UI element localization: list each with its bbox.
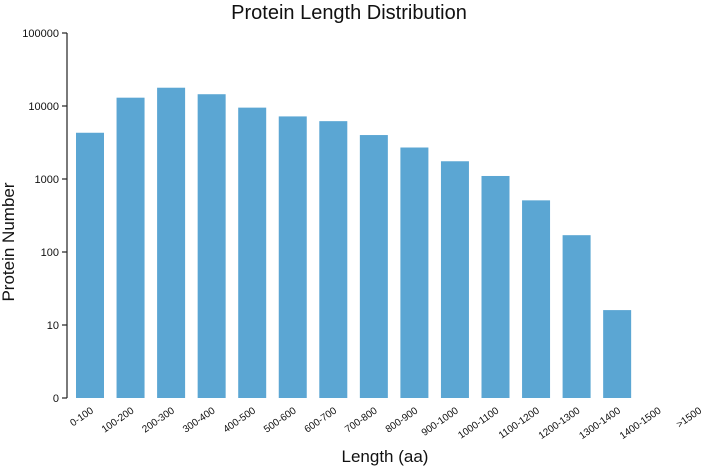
- x-tick-label: 500-600: [262, 405, 299, 435]
- bar-1000-1100: [481, 175, 510, 398]
- x-tick-label: 200-300: [140, 405, 177, 435]
- x-tick-label: 400-500: [222, 405, 259, 435]
- bar-300-400: [197, 94, 226, 398]
- x-tick-label: 800-900: [384, 405, 421, 435]
- y-tick-label: 1000: [35, 174, 59, 186]
- bar-400-500: [238, 107, 267, 399]
- x-tick-label: 1400-1500: [618, 405, 664, 442]
- y-tick-label: 0: [53, 393, 59, 405]
- y-tick-label: 100: [41, 247, 59, 259]
- x-tick-label: 1300-1400: [577, 405, 623, 442]
- x-tick-label: 0-100: [68, 405, 96, 429]
- x-tick-label: 100-200: [100, 405, 137, 435]
- bar-1300-1400: [603, 310, 632, 398]
- x-tick-label: 1200-1300: [537, 405, 583, 442]
- y-axis-ticks: 0 10 100 1000 10000 100000: [22, 28, 67, 405]
- bar-1200-1300: [562, 235, 591, 398]
- x-tick-label: 900-1000: [420, 405, 461, 439]
- x-axis-label: Length (aa): [342, 447, 429, 466]
- x-tick-label: >1500: [675, 405, 705, 430]
- x-axis-ticks: 0-100 100-200 200-300 300-400 400-500 500-600…: [68, 405, 704, 442]
- y-tick-label: 10000: [28, 101, 59, 113]
- bar-1100-1200: [522, 200, 551, 398]
- x-tick-label: 700-800: [343, 405, 380, 435]
- bar-900-1000: [440, 161, 469, 398]
- x-tick-label: 1100-1200: [497, 405, 542, 441]
- bar-600-700: [319, 121, 348, 399]
- bar-100-200: [116, 97, 145, 399]
- x-tick-label: 1000-1100: [456, 405, 501, 441]
- bar-800-900: [400, 147, 429, 398]
- bar-series: [76, 87, 632, 399]
- x-tick-label: 300-400: [181, 405, 218, 435]
- chart-title: Protein Length Distribution: [231, 2, 467, 24]
- bar-700-800: [359, 135, 388, 398]
- bar-200-300: [157, 87, 186, 399]
- bar-0-100: [76, 132, 104, 398]
- bar-500-600: [278, 116, 307, 398]
- y-tick-label: 10: [47, 320, 59, 332]
- y-tick-label: 100000: [22, 28, 59, 40]
- y-axis-label: Protein Number: [0, 182, 18, 301]
- x-tick-label: 600-700: [303, 405, 340, 435]
